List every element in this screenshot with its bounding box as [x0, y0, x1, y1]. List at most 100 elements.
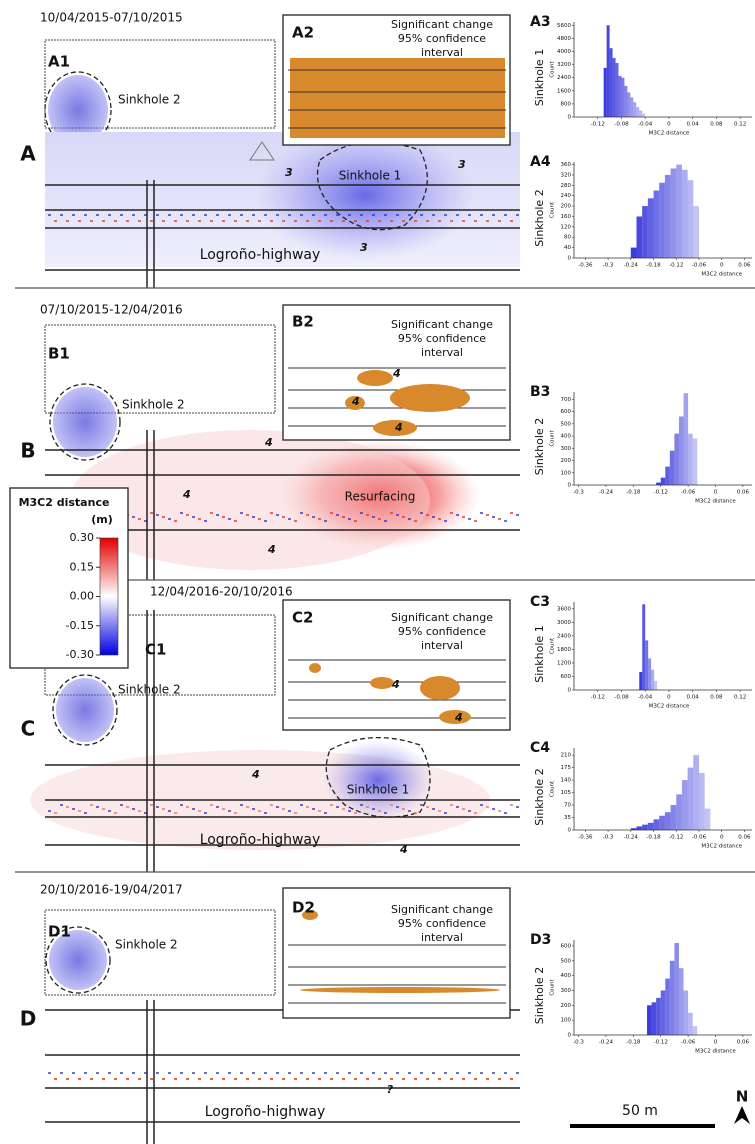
change-speckle — [240, 512, 243, 514]
inset-frame — [282, 887, 511, 1019]
x-tick-label: -0.12 — [654, 1040, 668, 1046]
change-speckle — [198, 810, 201, 812]
x-tick-label: -0.18 — [646, 835, 661, 841]
x-tick-label: 0 — [714, 490, 718, 496]
change-speckle — [192, 516, 195, 518]
change-speckle — [462, 516, 465, 518]
x-tick-label: -0.3 — [603, 263, 614, 269]
change-speckle — [468, 810, 471, 812]
x-tick-label: -0.12 — [591, 695, 605, 701]
annotation: 3 — [285, 166, 293, 179]
change-speckle — [156, 806, 159, 808]
colorbar-scale — [99, 537, 119, 656]
change-speckle — [492, 808, 495, 810]
change-speckle — [210, 1078, 213, 1080]
change-speckle — [54, 220, 57, 222]
x-tick-label: 0 — [720, 835, 724, 841]
change-speckle — [306, 806, 309, 808]
change-speckle — [210, 512, 213, 514]
histogram-bar — [609, 48, 613, 118]
change-speckle — [144, 520, 147, 522]
change-speckle — [390, 220, 393, 222]
change-speckle — [66, 220, 69, 222]
change-speckle — [108, 214, 111, 216]
change-speckle — [426, 1078, 429, 1080]
change-speckle — [90, 1078, 93, 1080]
histogram-bar — [681, 780, 688, 830]
change-speckle — [138, 1078, 141, 1080]
y-tick-label: 360 — [561, 162, 572, 168]
histogram-bar — [615, 62, 619, 117]
change-speckle — [186, 1078, 189, 1080]
change-speckle — [126, 220, 129, 222]
annotation: 4 — [267, 543, 276, 556]
y-tick-label: 120 — [561, 224, 572, 230]
x-tick-label: -0.06 — [692, 263, 707, 269]
y-tick-label: 4800 — [557, 36, 571, 42]
x-tick-label: -0.12 — [591, 122, 605, 128]
change-speckle — [486, 806, 489, 808]
change-speckle — [420, 804, 423, 806]
histogram-title: D3 — [530, 932, 551, 948]
change-speckle — [258, 810, 261, 812]
y-tick-label: 3200 — [557, 62, 571, 68]
colorbar-tick-label: 0.30 — [70, 531, 95, 544]
y-tick-label: 1200 — [557, 660, 571, 666]
change-speckle — [66, 806, 69, 808]
histogram-bar — [693, 755, 699, 830]
histogram-bar — [681, 169, 688, 258]
change-speckle — [414, 520, 417, 522]
y-tick-label: 100 — [561, 470, 572, 476]
histogram-bar — [692, 438, 698, 485]
change-speckle — [222, 1078, 225, 1080]
change-speckle — [498, 1078, 501, 1080]
change-speckle — [396, 806, 399, 808]
x-tick-label: -0.3 — [573, 490, 584, 496]
north-arrow — [734, 1106, 750, 1124]
histogram-bar — [642, 824, 648, 830]
map-label: B1 — [48, 345, 70, 363]
change-speckle — [480, 512, 483, 514]
change-speckle — [480, 1072, 483, 1074]
y-tick-label: 0 — [568, 1033, 572, 1039]
y-tick-label: 3000 — [557, 620, 571, 626]
change-speckle — [132, 808, 135, 810]
x-tick-label: -0.24 — [599, 490, 614, 496]
annotation: ? — [387, 1083, 394, 1096]
change-speckle — [420, 214, 423, 216]
annotation: Sinkhole 1 — [347, 783, 410, 797]
change-speckle — [114, 812, 117, 814]
y-tick-label: 5600 — [557, 23, 571, 29]
change-speckle — [450, 220, 453, 222]
histogram-bar — [664, 812, 671, 830]
significant-change — [370, 677, 394, 689]
y-tick-label: 500 — [561, 958, 572, 964]
x-tick-label: 0.06 — [737, 1040, 750, 1046]
histogram-bar — [669, 960, 675, 1035]
change-speckle — [516, 514, 519, 516]
colorbar-title: M3C2 distance — [19, 496, 110, 509]
significant-change — [300, 987, 500, 993]
change-speckle — [390, 804, 393, 806]
y-tick-label: 0 — [568, 256, 572, 262]
change-speckle — [468, 214, 471, 216]
change-speckle — [312, 808, 315, 810]
change-speckle — [54, 812, 57, 814]
change-speckle — [78, 220, 81, 222]
change-speckle — [198, 220, 201, 222]
y-tick-label: 200 — [561, 1003, 572, 1009]
change-speckle — [456, 214, 459, 216]
annotation: 4 — [264, 436, 273, 449]
change-speckle — [348, 214, 351, 216]
change-speckle — [114, 220, 117, 222]
significant-change — [390, 384, 470, 412]
change-speckle — [438, 1078, 441, 1080]
north-label: N — [736, 1088, 749, 1106]
y-tick-label: 1800 — [557, 647, 571, 653]
histogram-title: C4 — [530, 740, 550, 756]
change-speckle — [162, 516, 165, 518]
change-speckle — [504, 812, 507, 814]
histogram-bar — [656, 997, 661, 1035]
change-speckle — [186, 220, 189, 222]
change-speckle — [300, 1072, 303, 1074]
